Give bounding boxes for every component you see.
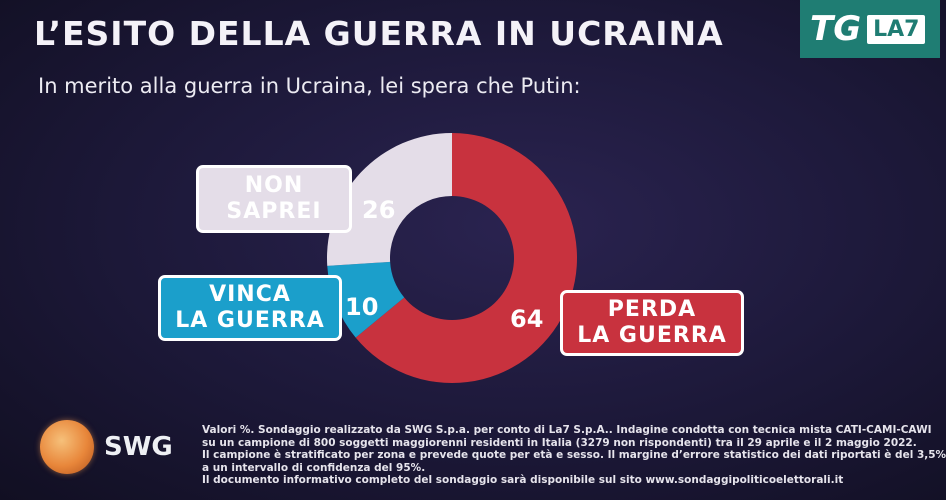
footnote-line: Valori %. Sondaggio realizzato da SWG S.… [202, 424, 932, 436]
slice-perda-la-guerra [355, 133, 577, 384]
page-title: L’ESITO DELLA GUERRA IN UCRAINA [34, 14, 724, 53]
swg-brand: SWG [104, 432, 173, 462]
swg-logo: SWG [40, 420, 190, 474]
value-perda: 64 [510, 305, 544, 333]
logo-tg: TG [810, 9, 862, 49]
label-vinca-la-guerra: VINCA LA GUERRA [158, 275, 342, 341]
footnote-line: a un intervallo di confidenza del 95%. [202, 461, 426, 474]
slice-non-saprei [327, 133, 452, 266]
logo-la7: LA7 [867, 14, 926, 44]
source-footnote: Valori %. Sondaggio realizzato da SWG S.… [202, 424, 946, 487]
donut-slices [327, 133, 577, 384]
tg-la7-logo: TG LA7 [800, 0, 940, 58]
label-non-saprei: NON SAPREI [196, 165, 352, 233]
label-perda-la-guerra: PERDA LA GUERRA [560, 290, 744, 356]
page-subtitle: In merito alla guerra in Ucraina, lei sp… [38, 74, 581, 98]
value-non-saprei: 26 [362, 196, 396, 224]
footnote-line: su un campione di 800 soggetti maggioren… [202, 436, 917, 449]
slice-vinca-la-guerra [327, 261, 405, 338]
footnote-line: Il campione è stratificato per zona e pr… [202, 449, 946, 461]
swg-globe-icon [40, 420, 94, 474]
footnote-line: Il documento informativo completo del so… [202, 474, 844, 486]
value-vinca: 10 [345, 293, 379, 321]
